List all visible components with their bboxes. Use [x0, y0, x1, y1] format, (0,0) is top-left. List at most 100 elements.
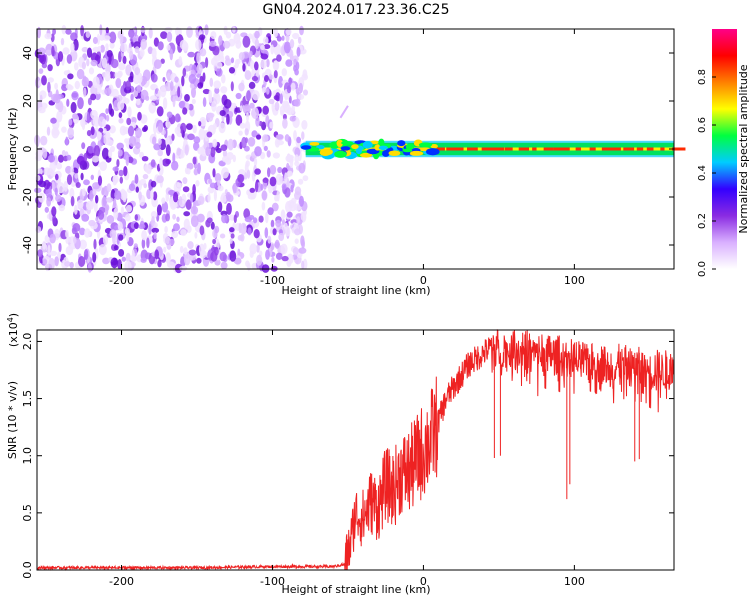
- noise-blob: [217, 180, 221, 187]
- noise-blob: [265, 211, 269, 224]
- noise-blob: [223, 25, 228, 35]
- noise-blob: [195, 180, 200, 187]
- noise-blob: [153, 59, 162, 70]
- noise-blob: [81, 213, 90, 222]
- noise-blob: [83, 152, 88, 162]
- track-peak: [543, 147, 554, 151]
- noise-blob: [209, 182, 217, 189]
- noise-blob: [209, 40, 217, 47]
- noise-blob: [67, 73, 74, 80]
- noise-blob: [223, 99, 232, 109]
- noise-blob: [281, 255, 289, 262]
- noise-blob: [72, 223, 81, 232]
- noise-blob: [47, 154, 56, 163]
- noise-blob: [242, 63, 246, 72]
- noise-blob: [220, 144, 228, 151]
- noise-blob: [170, 80, 174, 92]
- noise-blob: [289, 115, 296, 122]
- noise-blob: [216, 68, 223, 77]
- noise-blob: [182, 186, 190, 193]
- noise-blob: [99, 24, 103, 36]
- spectrogram-x-tick-label: 0: [420, 274, 427, 287]
- noise-blob: [117, 221, 123, 231]
- noise-blob: [246, 90, 251, 102]
- noise-blob: [62, 47, 70, 55]
- colorbar-tick-label: 0.6: [697, 117, 708, 133]
- noise-blob: [266, 88, 270, 95]
- noise-blob: [270, 44, 275, 55]
- colorbar-tick-label: 0.0: [697, 261, 708, 277]
- noise-blob: [237, 248, 241, 257]
- noise-blob: [141, 230, 148, 241]
- noise-blob: [276, 54, 282, 62]
- track-peak: [636, 147, 644, 151]
- noise-blob: [263, 44, 271, 50]
- noise-blob: [96, 131, 102, 141]
- noise-blob: [106, 183, 112, 193]
- noise-blob: [232, 182, 237, 194]
- noise-blob: [269, 164, 277, 175]
- noise-blob: [110, 257, 119, 269]
- noise-blob: [144, 164, 152, 173]
- noise-blob: [151, 73, 158, 83]
- noise-blob: [294, 191, 302, 200]
- noise-blob: [237, 174, 245, 183]
- spectrogram-signal-track: [300, 105, 686, 160]
- noise-blob: [116, 72, 122, 79]
- track-scatter: [430, 144, 438, 149]
- noise-blob: [258, 215, 264, 223]
- noise-blob: [138, 191, 142, 201]
- noise-blob: [254, 168, 261, 175]
- noise-blob: [211, 57, 218, 66]
- noise-blob: [186, 168, 191, 175]
- noise-blob: [217, 185, 224, 192]
- noise-blob: [242, 104, 251, 115]
- noise-blob: [134, 67, 141, 76]
- noise-blob: [229, 250, 237, 262]
- noise-blob: [68, 118, 73, 126]
- noise-blob: [161, 197, 166, 204]
- noise-blob: [301, 120, 308, 130]
- noise-blob: [221, 214, 228, 224]
- noise-blob: [209, 77, 214, 88]
- noise-blob: [238, 130, 243, 136]
- noise-blob: [118, 62, 126, 71]
- noise-blob: [65, 136, 69, 146]
- colorbar-tick-label: 0.2: [697, 213, 708, 229]
- noise-blob: [87, 97, 92, 106]
- noise-blob: [267, 167, 271, 178]
- noise-blob: [296, 46, 301, 57]
- noise-blob: [248, 215, 255, 220]
- noise-blob: [147, 46, 153, 55]
- noise-blob: [65, 28, 72, 35]
- noise-blob: [260, 44, 265, 51]
- noise-blob: [166, 44, 171, 51]
- noise-blob: [137, 72, 143, 84]
- noise-blob: [275, 252, 283, 260]
- noise-blob: [66, 154, 72, 161]
- noise-blob: [183, 253, 191, 266]
- noise-blob: [125, 204, 133, 213]
- noise-blob: [121, 256, 127, 262]
- noise-blob: [42, 259, 48, 265]
- noise-blob: [86, 58, 90, 67]
- noise-blob: [296, 216, 301, 224]
- noise-blob: [65, 245, 74, 256]
- noise-blob: [126, 117, 132, 126]
- track-peak: [518, 147, 530, 151]
- noise-blob: [289, 158, 294, 169]
- noise-blob: [61, 126, 67, 133]
- noise-blob: [174, 113, 181, 123]
- spectrogram-x-ticks: -200 -100 0 100: [109, 29, 585, 287]
- noise-blob: [191, 86, 196, 99]
- noise-blob: [125, 154, 129, 166]
- noise-blob: [196, 63, 203, 74]
- track-scatter: [378, 138, 385, 147]
- noise-blob: [92, 36, 98, 45]
- noise-blob: [142, 173, 149, 180]
- noise-blob: [289, 49, 294, 60]
- noise-blob: [168, 189, 176, 196]
- spectrogram-y-tick-label: 20: [21, 94, 34, 108]
- noise-blob: [251, 75, 259, 82]
- noise-blob: [208, 178, 213, 184]
